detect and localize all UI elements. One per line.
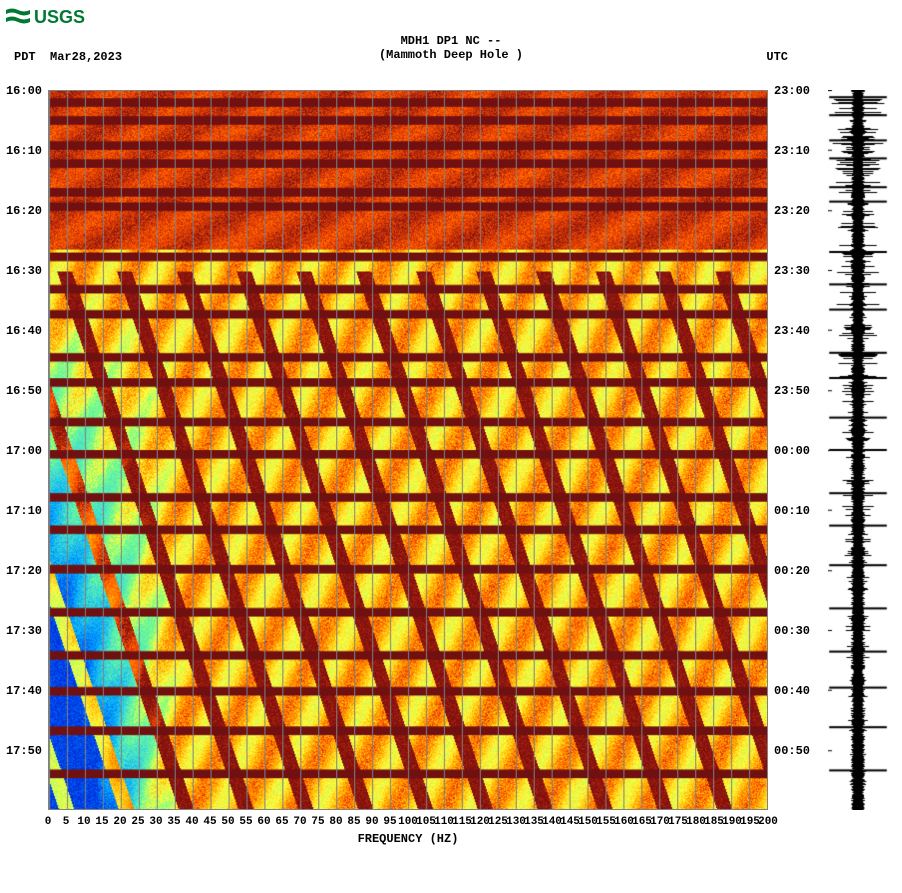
x-tick: 175 bbox=[668, 816, 688, 828]
right-tick: 00:20 bbox=[774, 564, 810, 578]
x-tick: 125 bbox=[488, 816, 508, 828]
y-axis-right-ticks: 23:0023:1023:2023:3023:4023:5000:0000:10… bbox=[770, 90, 816, 810]
x-tick: 75 bbox=[311, 816, 324, 828]
x-tick: 40 bbox=[185, 816, 198, 828]
x-tick: 70 bbox=[293, 816, 306, 828]
title-line-1: MDH1 DP1 NC -- bbox=[0, 34, 902, 48]
spectrogram-plot bbox=[48, 90, 768, 810]
left-tick: 16:20 bbox=[6, 204, 42, 218]
x-tick: 120 bbox=[470, 816, 490, 828]
x-tick: 20 bbox=[113, 816, 126, 828]
x-tick: 60 bbox=[257, 816, 270, 828]
waveform-canvas bbox=[828, 90, 888, 810]
left-tick: 16:00 bbox=[6, 84, 42, 98]
x-tick: 50 bbox=[221, 816, 234, 828]
x-tick: 200 bbox=[758, 816, 778, 828]
right-tick: 00:00 bbox=[774, 444, 810, 458]
x-tick: 45 bbox=[203, 816, 216, 828]
x-tick: 10 bbox=[77, 816, 90, 828]
left-tick: 17:50 bbox=[6, 744, 42, 758]
x-tick: 100 bbox=[398, 816, 418, 828]
x-tick: 180 bbox=[686, 816, 706, 828]
utc-label: UTC bbox=[766, 50, 788, 64]
x-tick: 150 bbox=[578, 816, 598, 828]
x-tick: 190 bbox=[722, 816, 742, 828]
x-axis-label: FREQUENCY (HZ) bbox=[48, 832, 768, 846]
x-tick: 160 bbox=[614, 816, 634, 828]
x-tick: 130 bbox=[506, 816, 526, 828]
right-tick: 00:40 bbox=[774, 684, 810, 698]
x-tick: 135 bbox=[524, 816, 544, 828]
right-tick: 23:20 bbox=[774, 204, 810, 218]
right-tick: 23:30 bbox=[774, 264, 810, 278]
left-tick: 17:00 bbox=[6, 444, 42, 458]
x-tick: 30 bbox=[149, 816, 162, 828]
waveform-panel bbox=[828, 90, 888, 810]
left-tick: 16:30 bbox=[6, 264, 42, 278]
x-tick: 25 bbox=[131, 816, 144, 828]
x-tick: 115 bbox=[452, 816, 472, 828]
usgs-logo: USGS bbox=[4, 4, 94, 28]
right-tick: 23:10 bbox=[774, 144, 810, 158]
x-tick: 155 bbox=[596, 816, 616, 828]
x-axis-ticks: 0510152025303540455055606570758085909510… bbox=[48, 812, 768, 832]
x-tick: 140 bbox=[542, 816, 562, 828]
right-tick: 23:00 bbox=[774, 84, 810, 98]
x-tick: 90 bbox=[365, 816, 378, 828]
x-tick: 105 bbox=[416, 816, 436, 828]
y-axis-left-ticks: 16:0016:1016:2016:3016:4016:5017:0017:10… bbox=[0, 90, 46, 810]
x-tick: 185 bbox=[704, 816, 724, 828]
left-tick: 16:50 bbox=[6, 384, 42, 398]
x-tick: 65 bbox=[275, 816, 288, 828]
x-tick: 95 bbox=[383, 816, 396, 828]
left-tick: 17:40 bbox=[6, 684, 42, 698]
spectrogram-canvas bbox=[49, 91, 767, 809]
left-tick: 16:40 bbox=[6, 324, 42, 338]
right-tick: 00:10 bbox=[774, 504, 810, 518]
x-tick: 15 bbox=[95, 816, 108, 828]
x-tick: 110 bbox=[434, 816, 454, 828]
left-tick: 17:30 bbox=[6, 624, 42, 638]
right-tick: 00:30 bbox=[774, 624, 810, 638]
x-tick: 35 bbox=[167, 816, 180, 828]
x-tick: 170 bbox=[650, 816, 670, 828]
left-tick: 17:10 bbox=[6, 504, 42, 518]
svg-text:USGS: USGS bbox=[34, 7, 85, 27]
x-tick: 165 bbox=[632, 816, 652, 828]
left-tick: 17:20 bbox=[6, 564, 42, 578]
x-tick: 55 bbox=[239, 816, 252, 828]
right-tick: 00:50 bbox=[774, 744, 810, 758]
x-tick: 195 bbox=[740, 816, 760, 828]
x-tick: 145 bbox=[560, 816, 580, 828]
left-tick: 16:10 bbox=[6, 144, 42, 158]
x-tick: 5 bbox=[63, 816, 70, 828]
x-tick: 85 bbox=[347, 816, 360, 828]
right-tick: 23:50 bbox=[774, 384, 810, 398]
pdt-date-label: PDT Mar28,2023 bbox=[14, 50, 122, 64]
x-tick: 0 bbox=[45, 816, 52, 828]
right-tick: 23:40 bbox=[774, 324, 810, 338]
x-tick: 80 bbox=[329, 816, 342, 828]
